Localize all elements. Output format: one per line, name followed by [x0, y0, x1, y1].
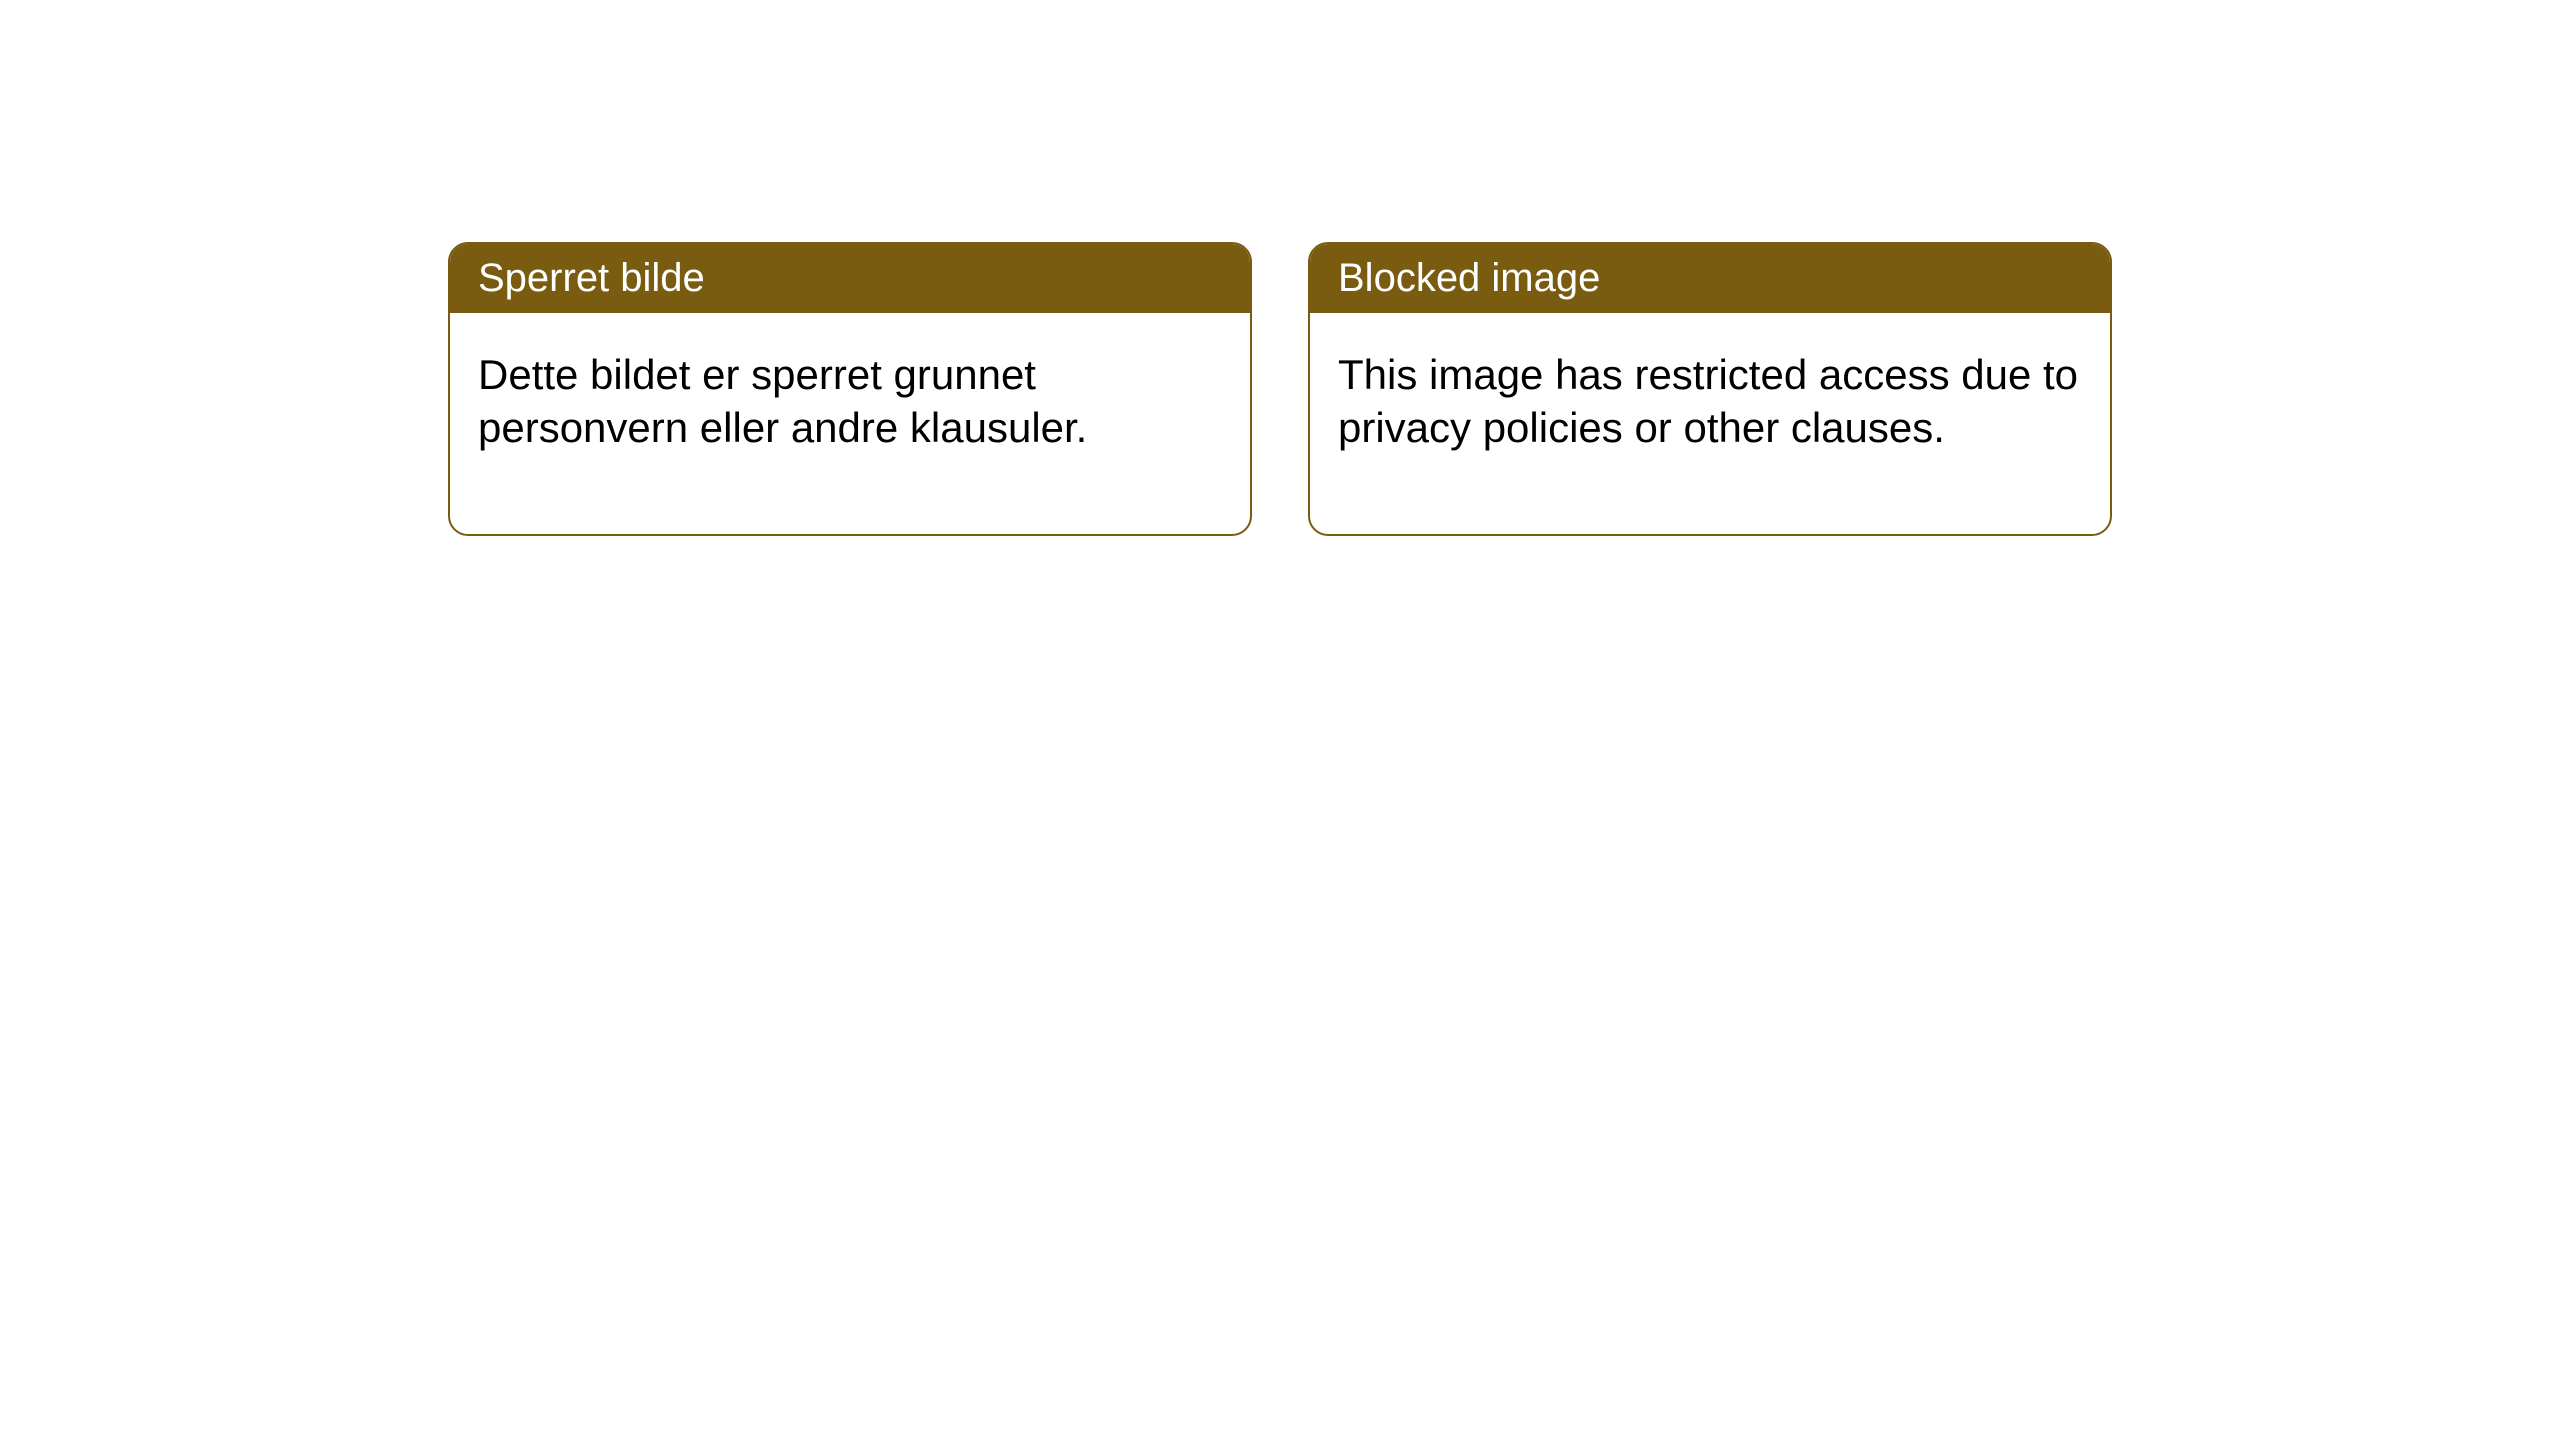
card-body-no: Dette bildet er sperret grunnet personve… — [450, 313, 1250, 534]
blocked-image-cards: Sperret bilde Dette bildet er sperret gr… — [448, 242, 2112, 536]
card-title-en: Blocked image — [1310, 244, 2110, 313]
card-body-en: This image has restricted access due to … — [1310, 313, 2110, 534]
blocked-image-card-no: Sperret bilde Dette bildet er sperret gr… — [448, 242, 1252, 536]
blocked-image-card-en: Blocked image This image has restricted … — [1308, 242, 2112, 536]
card-title-no: Sperret bilde — [450, 244, 1250, 313]
